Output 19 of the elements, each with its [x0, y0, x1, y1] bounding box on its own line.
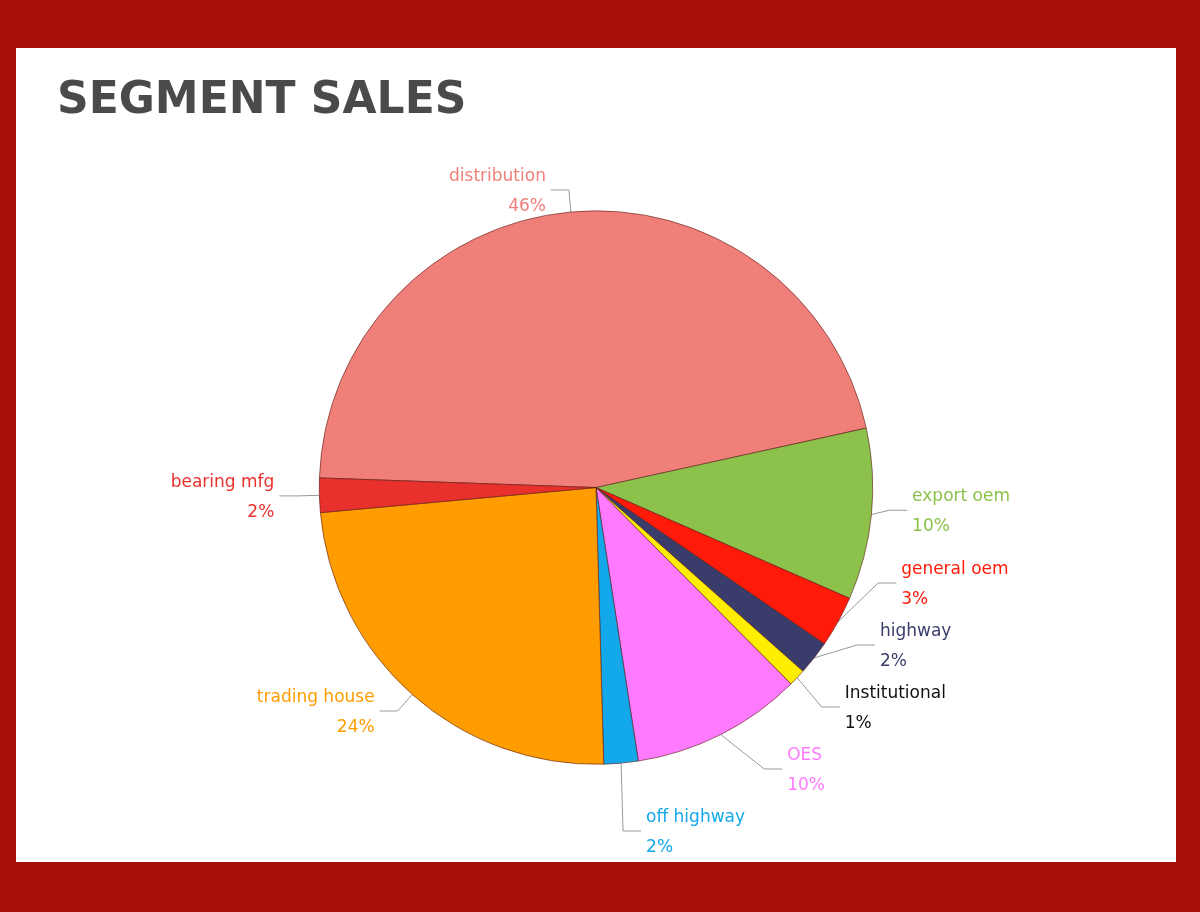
- slice-label: distribution: [449, 165, 546, 186]
- chart-title: SEGMENT SALES: [57, 71, 467, 123]
- data-label: 2%: [646, 836, 674, 856]
- slice-label: general oem: [901, 558, 1009, 578]
- data-label: 10%: [912, 515, 950, 536]
- slice-label: export oem: [912, 485, 1011, 506]
- data-label: 46%: [508, 195, 546, 216]
- data-label: 3%: [901, 588, 929, 608]
- slice-label: highway: [879, 620, 952, 640]
- slice-label: bearing mfg: [170, 470, 275, 491]
- data-label: 2%: [879, 650, 907, 670]
- slice-label: off highway: [646, 806, 746, 826]
- slice-label: Institutional: [844, 682, 946, 702]
- data-label: 10%: [787, 774, 826, 794]
- slice-label: trading house: [256, 685, 375, 706]
- slice-label: OES: [787, 744, 823, 764]
- data-label: 2%: [247, 500, 275, 521]
- data-label: 24%: [336, 715, 375, 736]
- data-label: 1%: [844, 712, 872, 732]
